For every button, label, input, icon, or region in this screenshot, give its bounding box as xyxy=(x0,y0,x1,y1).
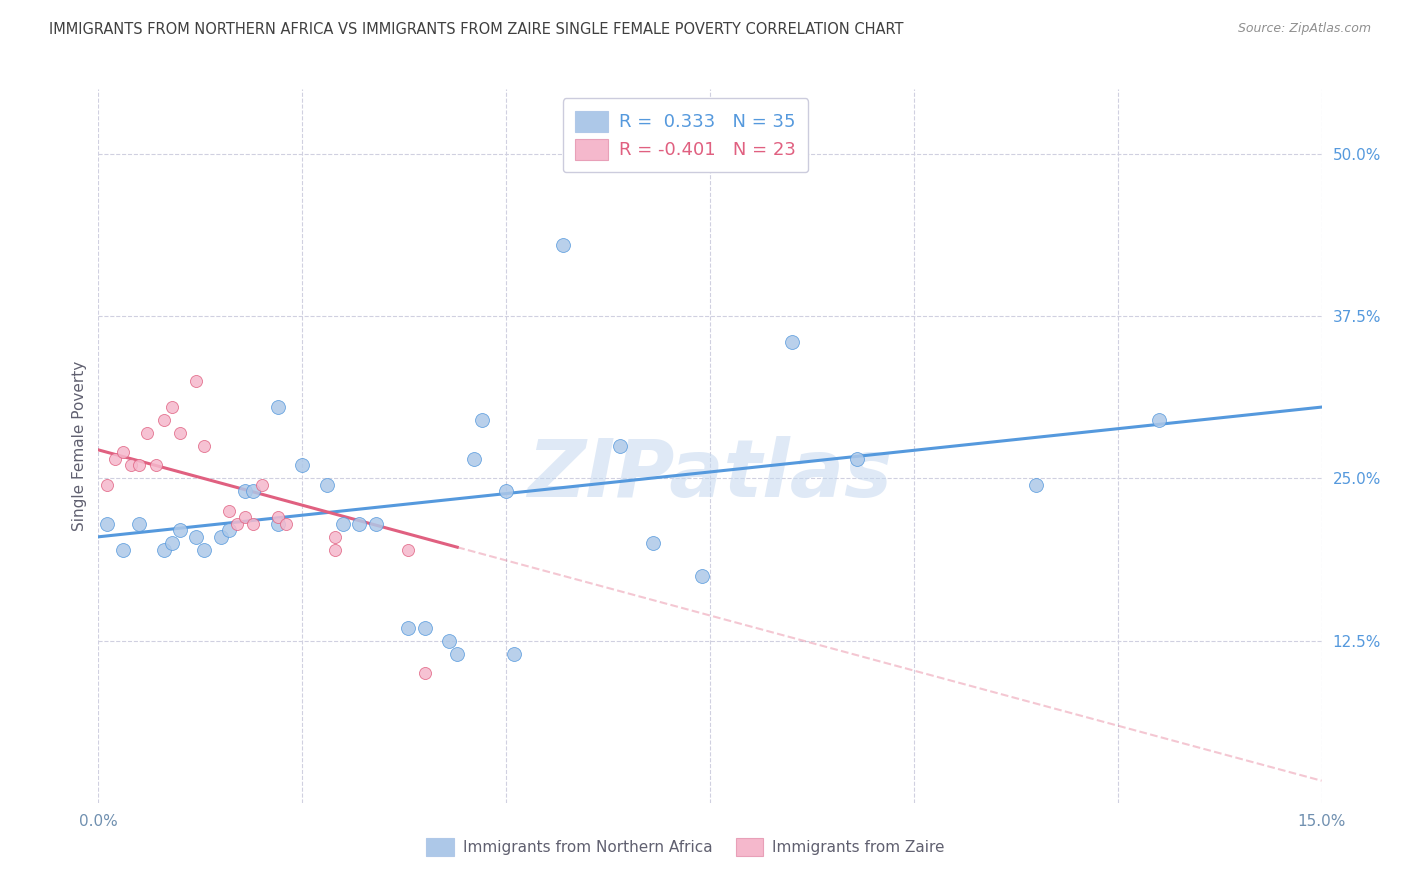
Point xyxy=(169,425,191,440)
Point xyxy=(233,510,256,524)
Y-axis label: Single Female Poverty: Single Female Poverty xyxy=(72,361,87,531)
Point xyxy=(218,524,240,538)
Text: Source: ZipAtlas.com: Source: ZipAtlas.com xyxy=(1237,22,1371,36)
Point xyxy=(446,647,468,661)
Point xyxy=(104,452,127,467)
Point xyxy=(396,542,419,557)
Point xyxy=(242,516,264,531)
Point xyxy=(209,530,232,544)
Point xyxy=(160,400,183,414)
Point xyxy=(553,238,575,252)
Text: IMMIGRANTS FROM NORTHERN AFRICA VS IMMIGRANTS FROM ZAIRE SINGLE FEMALE POVERTY C: IMMIGRANTS FROM NORTHERN AFRICA VS IMMIG… xyxy=(49,22,904,37)
Point xyxy=(226,516,249,531)
Point xyxy=(413,666,436,681)
Point xyxy=(96,516,118,531)
Point xyxy=(111,542,134,557)
Point xyxy=(136,425,159,440)
Point xyxy=(315,478,337,492)
Point xyxy=(111,445,134,459)
Point xyxy=(495,484,517,499)
Point xyxy=(323,542,346,557)
Point xyxy=(291,458,314,473)
Point xyxy=(780,335,803,350)
Point xyxy=(349,516,371,531)
Point xyxy=(267,516,290,531)
Point xyxy=(267,400,290,414)
Point xyxy=(471,413,494,427)
Point xyxy=(641,536,664,550)
Point xyxy=(120,458,142,473)
Point xyxy=(152,542,174,557)
Point xyxy=(1025,478,1047,492)
Point xyxy=(96,478,118,492)
Point xyxy=(145,458,167,473)
Point xyxy=(413,621,436,635)
Point xyxy=(233,484,256,499)
Point xyxy=(193,542,215,557)
Point xyxy=(845,452,868,467)
Point xyxy=(609,439,631,453)
Point xyxy=(1147,413,1170,427)
Point xyxy=(152,413,174,427)
Legend: Immigrants from Northern Africa, Immigrants from Zaire: Immigrants from Northern Africa, Immigra… xyxy=(416,828,956,866)
Point xyxy=(332,516,354,531)
Point xyxy=(364,516,387,531)
Point xyxy=(242,484,264,499)
Point xyxy=(193,439,215,453)
Text: ZIPatlas: ZIPatlas xyxy=(527,435,893,514)
Point xyxy=(186,530,208,544)
Point xyxy=(690,568,713,582)
Point xyxy=(463,452,485,467)
Point xyxy=(503,647,526,661)
Point xyxy=(323,530,346,544)
Point xyxy=(274,516,297,531)
Point xyxy=(128,516,150,531)
Point xyxy=(267,510,290,524)
Point xyxy=(186,374,208,388)
Point xyxy=(437,633,460,648)
Point xyxy=(396,621,419,635)
Point xyxy=(169,524,191,538)
Point xyxy=(218,504,240,518)
Point xyxy=(128,458,150,473)
Point xyxy=(160,536,183,550)
Point xyxy=(250,478,273,492)
